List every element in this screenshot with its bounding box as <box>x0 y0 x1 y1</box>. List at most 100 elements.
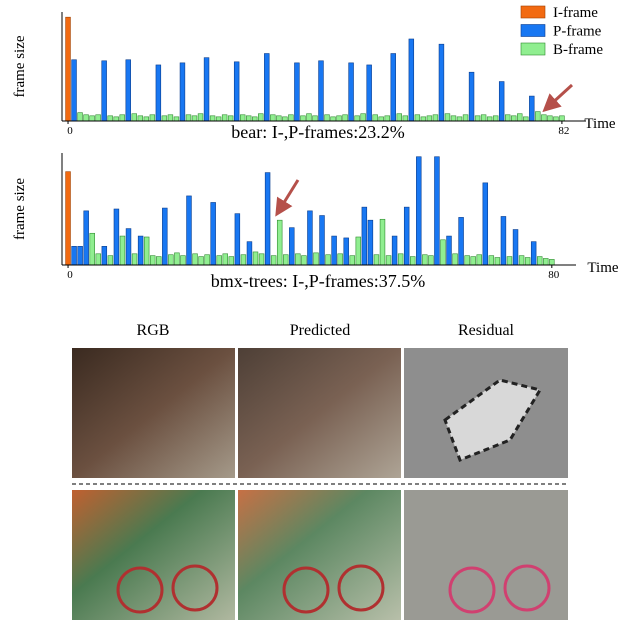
bar <box>66 172 71 265</box>
bar <box>511 116 516 121</box>
bar <box>469 72 474 121</box>
image-grid <box>72 348 568 620</box>
bar <box>481 115 486 121</box>
bar <box>186 115 191 121</box>
bar <box>349 63 354 121</box>
bar <box>499 82 504 121</box>
bar <box>204 58 209 121</box>
bar <box>421 117 426 121</box>
bar <box>495 258 500 265</box>
bar <box>120 115 125 121</box>
bar <box>457 117 462 121</box>
bar <box>252 117 257 121</box>
bar <box>391 54 396 121</box>
bar <box>471 257 476 265</box>
bar <box>301 116 306 121</box>
bar <box>379 117 384 121</box>
bar <box>90 233 95 265</box>
bar <box>138 236 143 265</box>
bar <box>513 230 518 265</box>
bar <box>162 208 167 265</box>
legend-label: P-frame <box>553 24 602 40</box>
chart-title: bear: I-,P-frames:23.2% <box>231 122 404 142</box>
bar <box>295 254 300 265</box>
image <box>72 490 235 620</box>
bar <box>283 255 288 265</box>
bar <box>519 256 524 265</box>
bar <box>356 237 361 265</box>
bar <box>493 116 498 121</box>
bar <box>126 60 131 121</box>
bar <box>78 246 83 265</box>
bar <box>367 65 372 121</box>
image <box>72 348 235 478</box>
bar <box>445 114 450 121</box>
bar <box>541 115 546 121</box>
bar <box>193 254 198 265</box>
bar <box>132 114 137 121</box>
bar <box>168 115 173 121</box>
bar <box>505 115 510 121</box>
legend-swatch <box>521 43 545 55</box>
bar <box>156 257 161 265</box>
bar <box>338 254 343 265</box>
bar <box>537 257 542 265</box>
bar <box>114 117 119 121</box>
bar <box>114 209 119 265</box>
bar <box>205 255 210 265</box>
bar <box>422 255 427 265</box>
bar <box>277 220 282 265</box>
bar <box>453 254 458 265</box>
bar <box>331 117 336 121</box>
bar <box>397 114 402 121</box>
bar <box>84 115 89 121</box>
bar <box>282 117 287 121</box>
bar <box>543 258 548 265</box>
bar <box>529 96 534 121</box>
bar <box>246 116 251 121</box>
bar <box>72 246 77 265</box>
legend-label: B-frame <box>553 42 603 58</box>
bar <box>428 256 433 265</box>
bar <box>174 253 179 265</box>
chart-title: bmx-trees: I-,P-frames:37.5% <box>211 271 425 291</box>
legend-swatch <box>521 6 545 18</box>
y-axis-label: frame size <box>12 35 28 97</box>
bar <box>102 61 107 121</box>
x-tick-label: 80 <box>548 269 560 281</box>
bar <box>247 242 252 265</box>
bar <box>465 256 470 265</box>
bar <box>553 117 558 121</box>
bar <box>234 62 239 121</box>
bar <box>344 238 349 265</box>
bar <box>433 115 438 121</box>
bar <box>198 114 203 121</box>
bar <box>313 116 318 121</box>
bar <box>216 117 221 121</box>
bar <box>289 228 294 265</box>
bar <box>84 211 89 265</box>
bar <box>108 256 113 265</box>
bar <box>276 116 281 121</box>
bar <box>120 236 125 265</box>
bar <box>434 157 439 265</box>
bar <box>265 173 270 265</box>
bar <box>459 217 464 265</box>
bar <box>241 255 246 265</box>
bar <box>223 254 228 265</box>
bar <box>350 256 355 265</box>
x-tick-label: 82 <box>558 125 569 137</box>
bar <box>308 211 313 265</box>
bar <box>439 44 444 121</box>
bar <box>403 116 408 121</box>
x-tick-label: 0 <box>67 125 73 137</box>
bar <box>228 116 233 121</box>
bar <box>314 253 319 265</box>
legend-label: I-frame <box>553 5 598 21</box>
bar <box>531 242 536 265</box>
bar <box>549 259 554 265</box>
bar <box>447 236 452 265</box>
bar <box>386 256 391 265</box>
bar <box>547 116 552 121</box>
bar <box>368 220 373 265</box>
